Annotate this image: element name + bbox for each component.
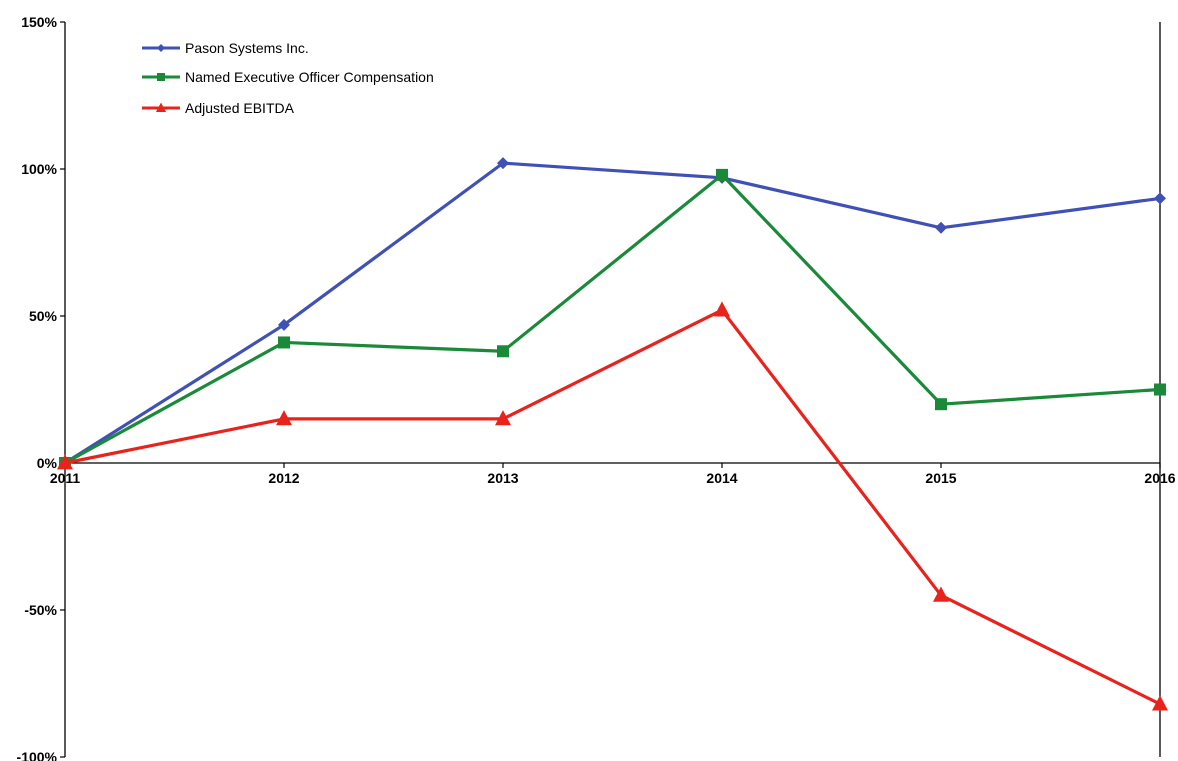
x-tick-label: 2014 bbox=[706, 470, 737, 486]
y-tick-label: -50% bbox=[24, 602, 57, 618]
legend: Pason Systems Inc. Named Executive Office… bbox=[142, 40, 434, 116]
data-point bbox=[716, 168, 728, 181]
legend-item: Adjusted EBITDA bbox=[142, 100, 295, 116]
data-point bbox=[278, 336, 290, 349]
legend-label: Adjusted EBITDA bbox=[185, 100, 295, 116]
data-point bbox=[1152, 695, 1168, 711]
series-2 bbox=[59, 168, 1166, 469]
data-point bbox=[276, 410, 292, 426]
series-line bbox=[64, 308, 1161, 706]
data-point bbox=[497, 345, 509, 358]
data-point bbox=[935, 221, 947, 234]
y-tick-label: 150% bbox=[21, 14, 57, 30]
legend-label: Named Executive Officer Compensation bbox=[185, 69, 434, 85]
data-point bbox=[495, 410, 511, 426]
data-point bbox=[935, 398, 947, 411]
x-tick-label: 2015 bbox=[925, 470, 956, 486]
legend-item: Pason Systems Inc. bbox=[142, 40, 309, 56]
data-point bbox=[1154, 383, 1166, 396]
data-point bbox=[714, 301, 730, 317]
x-tick-label: 2016 bbox=[1144, 470, 1175, 486]
series-group bbox=[57, 157, 1168, 711]
data-point bbox=[1154, 192, 1166, 205]
x-tick-label: 2013 bbox=[487, 470, 518, 486]
y-tick-label: 50% bbox=[29, 308, 58, 324]
legend-swatch-marker bbox=[157, 73, 165, 81]
series-line bbox=[64, 173, 1161, 465]
data-point bbox=[278, 318, 290, 331]
series-3 bbox=[57, 301, 1168, 711]
data-point bbox=[497, 157, 509, 170]
legend-swatch-marker bbox=[156, 102, 166, 112]
y-tick-label: -100% bbox=[17, 749, 58, 761]
legend-swatch-marker bbox=[157, 44, 165, 52]
y-tick-label: 0% bbox=[37, 455, 58, 471]
y-tick-label: 100% bbox=[21, 161, 57, 177]
series-1 bbox=[59, 157, 1166, 469]
data-point bbox=[933, 586, 949, 602]
series-line bbox=[64, 161, 1161, 465]
data-point bbox=[57, 454, 73, 470]
legend-label: Pason Systems Inc. bbox=[185, 40, 309, 56]
x-tick-label: 2012 bbox=[268, 470, 299, 486]
axes: 150% 100% 50% 0% -50% -100% 2011 2012 2013 2014 20… bbox=[17, 14, 1176, 761]
legend-item: Named Executive Officer Compensation bbox=[142, 69, 434, 85]
x-tick-label: 2011 bbox=[50, 470, 81, 486]
